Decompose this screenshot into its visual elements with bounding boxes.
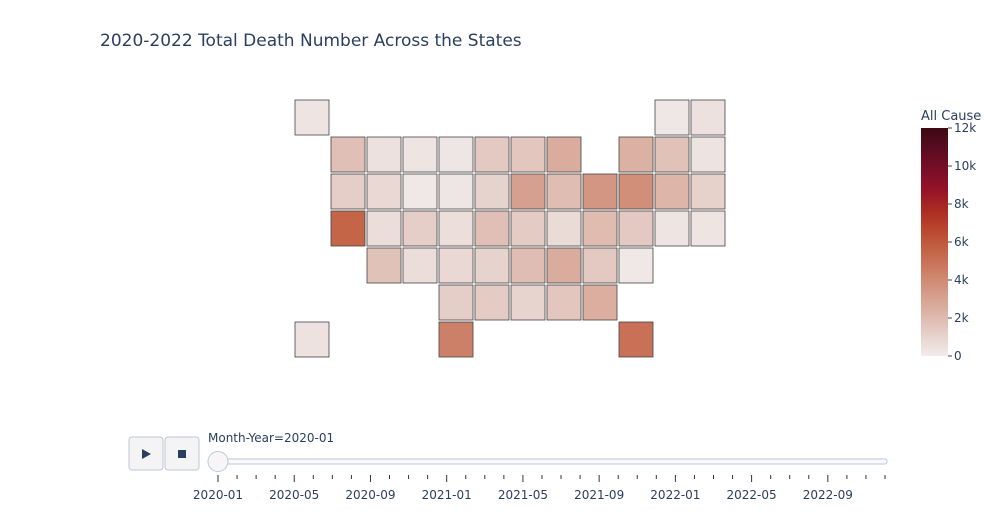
colorbar-tick-label: 8k bbox=[954, 197, 969, 211]
stop-icon bbox=[178, 450, 186, 458]
state-region[interactable] bbox=[438, 210, 474, 247]
state-region[interactable] bbox=[654, 99, 690, 136]
play-icon bbox=[142, 449, 151, 459]
state-region[interactable] bbox=[438, 321, 474, 358]
state-region[interactable] bbox=[690, 136, 726, 173]
state-region[interactable] bbox=[546, 284, 582, 321]
slider-step-label: 2022-05 bbox=[727, 488, 777, 502]
slider-step-label: 2020-05 bbox=[269, 488, 319, 502]
state-region[interactable] bbox=[618, 173, 654, 210]
state-region[interactable] bbox=[366, 247, 402, 284]
state-region[interactable] bbox=[546, 247, 582, 284]
slider-step-label: 2020-01 bbox=[193, 488, 243, 502]
colorbar bbox=[921, 128, 948, 356]
state-region[interactable] bbox=[294, 321, 330, 358]
colorbar-tick-label: 0 bbox=[954, 349, 962, 363]
state-region[interactable] bbox=[546, 210, 582, 247]
play-button[interactable] bbox=[128, 436, 164, 471]
colorbar-tick-label: 2k bbox=[954, 311, 969, 325]
state-region[interactable] bbox=[618, 247, 654, 284]
state-region[interactable] bbox=[402, 136, 438, 173]
slider-handle[interactable] bbox=[207, 451, 229, 472]
state-region[interactable] bbox=[474, 136, 510, 173]
state-region[interactable] bbox=[510, 284, 546, 321]
state-region[interactable] bbox=[366, 136, 402, 173]
state-region[interactable] bbox=[438, 247, 474, 284]
state-region[interactable] bbox=[654, 173, 690, 210]
stop-button[interactable] bbox=[164, 436, 200, 471]
state-region[interactable] bbox=[474, 284, 510, 321]
state-region[interactable] bbox=[474, 210, 510, 247]
state-region[interactable] bbox=[510, 210, 546, 247]
state-region[interactable] bbox=[294, 99, 330, 136]
slider-step-label: 2022-01 bbox=[650, 488, 700, 502]
state-region[interactable] bbox=[366, 210, 402, 247]
state-region[interactable] bbox=[654, 136, 690, 173]
state-region[interactable] bbox=[438, 136, 474, 173]
slider-step-label: 2021-09 bbox=[574, 488, 624, 502]
state-region[interactable] bbox=[510, 247, 546, 284]
state-region[interactable] bbox=[438, 284, 474, 321]
state-region[interactable] bbox=[690, 210, 726, 247]
state-region[interactable] bbox=[618, 136, 654, 173]
state-region[interactable] bbox=[546, 173, 582, 210]
state-region[interactable] bbox=[402, 173, 438, 210]
state-region[interactable] bbox=[330, 173, 366, 210]
state-region[interactable] bbox=[690, 173, 726, 210]
chart-title: 2020-2022 Total Death Number Across the … bbox=[100, 31, 522, 51]
state-region[interactable] bbox=[618, 210, 654, 247]
colorbar-title: All Cause bbox=[921, 109, 981, 124]
state-region[interactable] bbox=[438, 173, 474, 210]
state-region[interactable] bbox=[546, 136, 582, 173]
state-region[interactable] bbox=[474, 173, 510, 210]
state-region[interactable] bbox=[582, 173, 618, 210]
state-region[interactable] bbox=[690, 99, 726, 136]
colorbar-tick-label: 12k bbox=[954, 121, 976, 135]
state-region[interactable] bbox=[582, 247, 618, 284]
state-region[interactable] bbox=[582, 284, 618, 321]
state-region[interactable] bbox=[402, 247, 438, 284]
slider-step-label: 2021-01 bbox=[422, 488, 472, 502]
colorbar-tick-label: 4k bbox=[954, 273, 969, 287]
state-region[interactable] bbox=[618, 321, 654, 358]
state-region[interactable] bbox=[474, 247, 510, 284]
slider-current-label: Month-Year=2020-01 bbox=[208, 431, 334, 445]
colorbar-tick-label: 10k bbox=[954, 159, 976, 173]
state-region[interactable] bbox=[582, 210, 618, 247]
state-region[interactable] bbox=[366, 173, 402, 210]
state-region[interactable] bbox=[654, 210, 690, 247]
slider-step-label: 2021-05 bbox=[498, 488, 548, 502]
slider-step-label: 2022-09 bbox=[803, 488, 853, 502]
state-region[interactable] bbox=[402, 210, 438, 247]
state-region[interactable] bbox=[330, 210, 366, 247]
colorbar-tick-label: 6k bbox=[954, 235, 969, 249]
state-region[interactable] bbox=[510, 136, 546, 173]
slider-track[interactable] bbox=[207, 458, 888, 465]
state-region[interactable] bbox=[330, 136, 366, 173]
state-region[interactable] bbox=[510, 173, 546, 210]
slider-step-label: 2020-09 bbox=[345, 488, 395, 502]
